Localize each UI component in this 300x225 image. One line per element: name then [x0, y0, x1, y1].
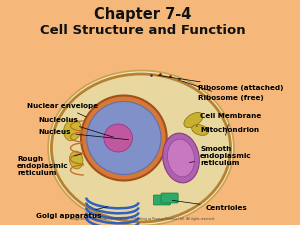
Ellipse shape: [163, 133, 199, 183]
Text: Chapter 7-4: Chapter 7-4: [94, 7, 192, 22]
Ellipse shape: [64, 119, 81, 141]
Ellipse shape: [104, 124, 132, 152]
Ellipse shape: [51, 74, 230, 222]
Text: Cell Membrane: Cell Membrane: [200, 113, 261, 135]
Ellipse shape: [192, 125, 208, 135]
Ellipse shape: [48, 70, 234, 225]
Text: Nucleus: Nucleus: [38, 129, 129, 140]
Ellipse shape: [70, 151, 83, 169]
Text: Centrioles: Centrioles: [172, 200, 248, 211]
Text: Cell Structure and Function: Cell Structure and Function: [40, 23, 246, 36]
FancyBboxPatch shape: [153, 195, 170, 205]
Text: Ribosome (attached): Ribosome (attached): [158, 75, 284, 91]
Text: Nucleolus: Nucleolus: [38, 117, 114, 137]
Ellipse shape: [167, 139, 194, 177]
Text: Nuclear envelope: Nuclear envelope: [27, 103, 98, 117]
FancyBboxPatch shape: [161, 193, 178, 203]
Text: Golgi apparatus: Golgi apparatus: [36, 207, 108, 219]
Ellipse shape: [81, 95, 167, 180]
Ellipse shape: [87, 101, 161, 175]
Ellipse shape: [184, 112, 203, 128]
Text: Ribosome (free): Ribosome (free): [182, 81, 264, 101]
Text: Imaginations: © Pearson Education Inc., Publishing as Pearson Prentice Hall. All: Imaginations: © Pearson Education Inc., …: [70, 217, 215, 221]
Text: Rough
endoplasmic
reticulum: Rough endoplasmic reticulum: [17, 154, 81, 176]
Text: Mitochondrion: Mitochondrion: [196, 126, 259, 133]
Text: Smooth
endoplasmic
reticulum: Smooth endoplasmic reticulum: [190, 146, 252, 166]
